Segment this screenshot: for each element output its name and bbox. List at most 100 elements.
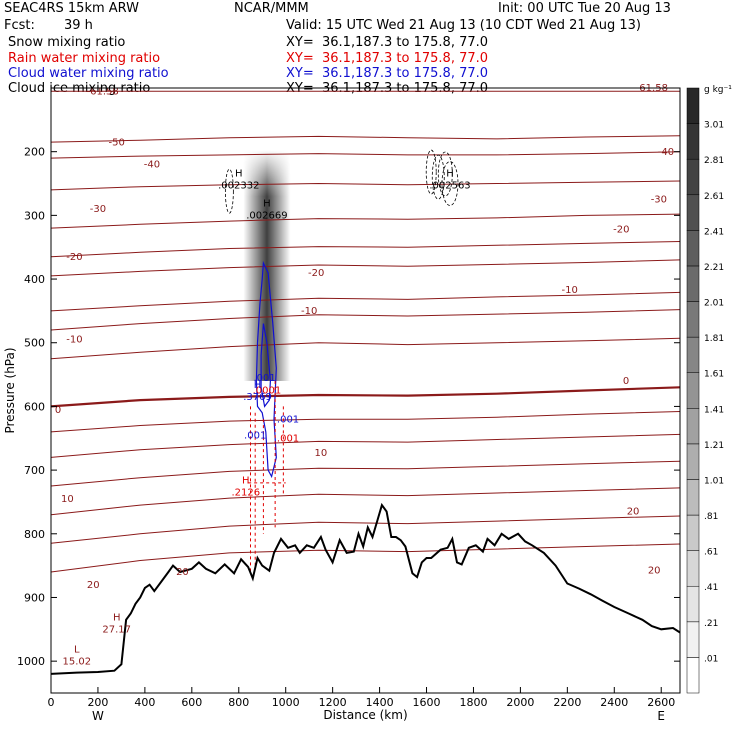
contour-label: -61.58 — [636, 83, 668, 94]
colorbar-swatch — [686, 87, 700, 124]
contour-label: 20 — [648, 565, 661, 576]
x-tick-label: 600 — [181, 696, 202, 709]
extremum-marker: H — [242, 476, 250, 487]
colorbar-label: .01 — [704, 654, 718, 664]
contour-label: .0001 — [253, 386, 282, 397]
isotherm-line — [50, 487, 681, 516]
terrain-profile — [50, 502, 681, 675]
contour-label: -61.58 — [87, 86, 119, 97]
x-tick-label: 1400 — [366, 696, 394, 709]
colorbar-swatch — [686, 479, 700, 516]
contour-label: -10 — [301, 306, 317, 317]
extremum-marker: H — [263, 199, 271, 210]
isotherm-line — [50, 433, 681, 458]
y-tick-label: 200 — [24, 146, 45, 159]
x-end-west: W — [92, 709, 104, 723]
y-tick-label: 700 — [24, 464, 45, 477]
contour-label: 0 — [623, 376, 629, 387]
contour-label: -40 — [658, 147, 674, 158]
contour-label: -10 — [562, 285, 578, 296]
contour-label: 10 — [61, 494, 74, 505]
colorbar-label: .41 — [704, 583, 718, 593]
extremum-value: .2126 — [231, 488, 260, 499]
y-tick-label: 500 — [24, 337, 45, 350]
x-end-east: E — [657, 709, 665, 723]
colorbar-swatch — [686, 123, 700, 160]
contour-labels: -61.58 -61.58 -50 -40 -40 -30 -30 -20 -20 -20 -10 -… — [55, 83, 674, 667]
snow-mixing-ratio-shading — [243, 119, 291, 381]
isotherm-line — [50, 515, 681, 544]
extremum-marker: H — [254, 380, 262, 391]
contour-label: -40 — [144, 160, 160, 171]
colorbar-swatch — [686, 265, 700, 302]
mixing-ratio-contours — [224, 149, 459, 572]
contour-label: -20 — [613, 225, 629, 236]
isotherm-line — [50, 180, 681, 191]
org-label: NCAR/MMM — [234, 1, 309, 16]
contour-label: -10 — [66, 335, 82, 346]
y-tick-label: 900 — [24, 591, 45, 604]
extremum-value: .002563 — [429, 181, 470, 192]
contour-label: .001 — [277, 433, 299, 444]
forecast-label: Fcst: — [4, 18, 35, 33]
extremum-value: 27.17 — [102, 625, 131, 636]
extremum-marker: H — [446, 169, 454, 180]
colorbar-label: 2.81 — [704, 156, 724, 166]
colorbar-label: 1.41 — [704, 405, 724, 415]
x-tick-label: 2600 — [647, 696, 675, 709]
colorbar-swatch — [686, 230, 700, 267]
colorbar-swatch — [686, 443, 700, 480]
isotherm-line — [50, 135, 681, 143]
x-tick-label: 1600 — [413, 696, 441, 709]
extremum-value: .002332 — [218, 181, 259, 192]
model-title: SEAC4RS 15km ARW — [4, 1, 140, 16]
x-tick-label: 1200 — [319, 696, 347, 709]
cloud-water-contour — [260, 323, 272, 408]
colorbar-label: 3.01 — [704, 121, 724, 131]
colorbar-swatch — [686, 194, 700, 231]
colorbar-label: 2.61 — [704, 192, 724, 202]
contour-label: .001 — [253, 373, 275, 384]
contour-label: -50 — [109, 137, 125, 148]
contour-label: 0 — [55, 405, 61, 416]
x-tick-label: 2000 — [506, 696, 534, 709]
extremum-value: .002669 — [246, 211, 287, 222]
colorbar-label: 2.01 — [704, 299, 724, 309]
isotherm-line — [50, 460, 681, 487]
extremum-marker: H — [235, 169, 243, 180]
field-rain: Rain water mixing ratio — [8, 51, 161, 66]
field-snow: Snow mixing ratio — [8, 35, 126, 50]
contour-label: .001 — [277, 414, 299, 425]
contour-label: -30 — [90, 204, 106, 215]
isotherm-line — [50, 213, 681, 229]
plot-frame — [50, 87, 681, 694]
x-tick-label: 2200 — [553, 696, 581, 709]
colorbar: .01 .21 .41 .61 .81 1.01 1.21 1.41 1.61 1.81 2.01 2… — [686, 85, 732, 694]
colorbar-label: .81 — [704, 512, 718, 522]
contour-label: -20 — [66, 252, 82, 263]
isotherm-line — [50, 337, 681, 360]
contour-label: 10 — [315, 448, 328, 459]
y-tick-label: 600 — [24, 400, 45, 413]
x-tick-label: 2400 — [600, 696, 628, 709]
colorbar-swatch — [686, 158, 700, 196]
colorbar-label: 1.61 — [704, 370, 724, 380]
cloud-water-contour — [255, 260, 277, 479]
y-tick-label: 300 — [24, 209, 45, 222]
x-tick-label: 800 — [228, 696, 249, 709]
y-tick-label: 1000 — [17, 655, 45, 668]
contour-label: 20 — [176, 567, 189, 578]
x-tick-label: 400 — [134, 696, 155, 709]
colorbar-swatch — [686, 301, 700, 338]
colorbar-swatch — [686, 621, 700, 658]
contour-label: -20 — [308, 268, 324, 279]
contour-label: -30 — [651, 195, 667, 206]
colorbar-swatch — [686, 550, 700, 587]
colorbar-swatch — [686, 336, 700, 373]
extremum-value: .3769 — [243, 392, 272, 403]
x-axis-label: Distance (km) — [323, 708, 407, 722]
colorbar-label: 1.21 — [704, 441, 724, 451]
axes: 0 200 400 600 800 1000 1200 1400 1600 1800 2000 220… — [3, 87, 681, 723]
colorbar-label: .61 — [704, 548, 718, 558]
